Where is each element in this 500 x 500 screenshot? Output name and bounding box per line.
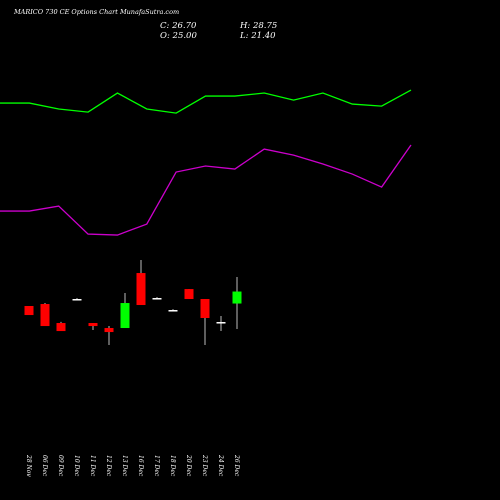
x-tick-label: 20 Dec: [185, 454, 192, 477]
indicator-line: [0, 89, 412, 114]
x-tick-label: 12 Dec: [105, 455, 112, 477]
x-tick-label: 28 Nov: [25, 454, 32, 477]
candle-body: [24, 306, 34, 316]
candle-body: [152, 298, 162, 300]
candle-body: [136, 273, 146, 306]
candle-body: [40, 304, 50, 327]
candle-body: [88, 323, 98, 327]
candle-body: [104, 328, 114, 333]
x-tick-label: 09 Dec: [57, 455, 64, 477]
summary: C: 26.70: [160, 21, 197, 31]
x-tick-label: 23 Dec: [201, 454, 208, 477]
summary: L: 21.40: [239, 31, 276, 41]
x-tick-label: 18 Dec: [169, 455, 176, 477]
candle-body: [72, 299, 82, 301]
x-tick-label: 10 Dec: [73, 455, 80, 477]
candle-body: [216, 322, 226, 324]
summary: H: 28.75: [239, 21, 277, 31]
indicator-line: [0, 144, 412, 236]
x-tick-label: 17 Dec: [153, 455, 160, 477]
candle-body: [232, 291, 242, 304]
candle-body: [184, 289, 194, 300]
candle-body: [56, 323, 66, 332]
x-tick-label: 13 Dec: [121, 455, 128, 477]
candle-body: [200, 299, 210, 318]
candle-body: [168, 310, 178, 312]
summary: O: 25.00: [160, 31, 197, 41]
x-tick-label: 24 Dec: [217, 454, 224, 477]
x-tick-label: 11 Dec: [89, 455, 96, 477]
x-tick-label: 16 Dec: [137, 455, 144, 477]
chart-title: MARICO 730 CE Options Chart MunafaSutra.…: [13, 8, 179, 16]
candle-body: [120, 303, 130, 329]
x-tick-label: 26 Dec: [233, 454, 240, 477]
x-tick-label: 06 Dec: [41, 455, 48, 477]
